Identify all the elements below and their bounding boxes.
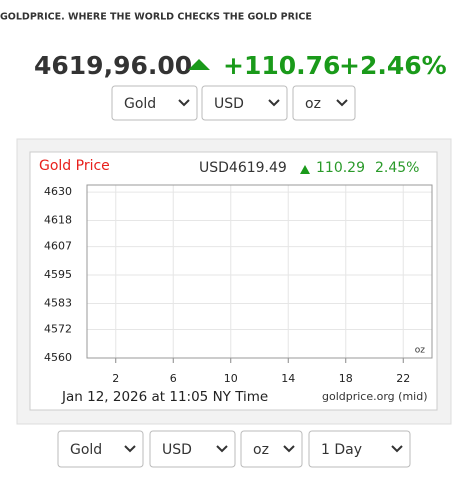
- select-label[interactable]: USD: [214, 96, 244, 112]
- x-tick-label: 18: [339, 372, 353, 385]
- select-chevron[interactable]: [336, 99, 348, 107]
- select-label[interactable]: 1 Day: [321, 442, 362, 458]
- select-chevron[interactable]: [391, 445, 403, 453]
- select-box[interactable]: [57, 430, 144, 468]
- y-tick-label: 4618: [44, 214, 72, 227]
- select-chevron[interactable]: [268, 99, 280, 107]
- quote-up-arrow: [300, 165, 310, 174]
- select-label[interactable]: Gold: [70, 442, 102, 458]
- select[interactable]: Gold: [57, 430, 144, 468]
- quote-change: 110.29: [316, 160, 365, 176]
- chart-box: [29, 151, 438, 411]
- select[interactable]: 1 Day: [308, 430, 411, 468]
- select-chevron[interactable]: [124, 445, 136, 453]
- up-arrow: [188, 59, 210, 70]
- chart-title: Gold Price: [39, 158, 110, 174]
- select[interactable]: Gold: [111, 85, 198, 121]
- source: goldprice.org (mid): [322, 390, 428, 403]
- x-tick-label: 2: [112, 372, 119, 385]
- x-tick-label: 22: [396, 372, 410, 385]
- timestamp: Jan 12, 2026 at 11:05 NY Time: [61, 389, 268, 405]
- x-tick-label: 10: [224, 372, 238, 385]
- y-tick-label: 4572: [44, 323, 72, 336]
- select[interactable]: USD: [149, 430, 236, 468]
- price-change-percent: +2.46%: [339, 51, 447, 80]
- price: 4619,96.00: [34, 51, 192, 80]
- select-label[interactable]: USD: [162, 442, 192, 458]
- y-tick-label: 4607: [44, 240, 72, 253]
- x-tick-label: 14: [281, 372, 295, 385]
- x-tick-label: 6: [170, 372, 177, 385]
- y-tick-label: 4583: [44, 296, 72, 309]
- quote-change-percent: 2.45%: [375, 160, 419, 176]
- select-box[interactable]: [201, 85, 288, 121]
- select-box[interactable]: [292, 85, 356, 121]
- y-tick-label: 4595: [44, 268, 72, 281]
- select[interactable]: USD: [201, 85, 288, 121]
- site-title: GOLDPRICE. WHERE THE WORLD CHECKS THE GO…: [0, 12, 312, 23]
- select-label[interactable]: Gold: [124, 96, 156, 112]
- chart-quote: USD4619.49: [199, 160, 287, 176]
- select-chevron[interactable]: [283, 445, 295, 453]
- select-chevron[interactable]: [178, 99, 190, 107]
- unit-label: oz: [415, 346, 426, 356]
- price-change: +110.76: [223, 51, 340, 80]
- select-chevron[interactable]: [216, 445, 228, 453]
- plot-frame: [86, 184, 433, 359]
- select-box[interactable]: [111, 85, 198, 121]
- select-box[interactable]: [308, 430, 411, 468]
- select-box[interactable]: [149, 430, 236, 468]
- select-box[interactable]: [240, 430, 303, 468]
- y-tick-label: 4560: [44, 351, 72, 364]
- select-label[interactable]: oz: [305, 96, 321, 112]
- y-tick-label: 4630: [44, 185, 72, 198]
- select[interactable]: oz: [292, 85, 356, 121]
- select-label[interactable]: oz: [253, 442, 269, 458]
- select[interactable]: oz: [240, 430, 303, 468]
